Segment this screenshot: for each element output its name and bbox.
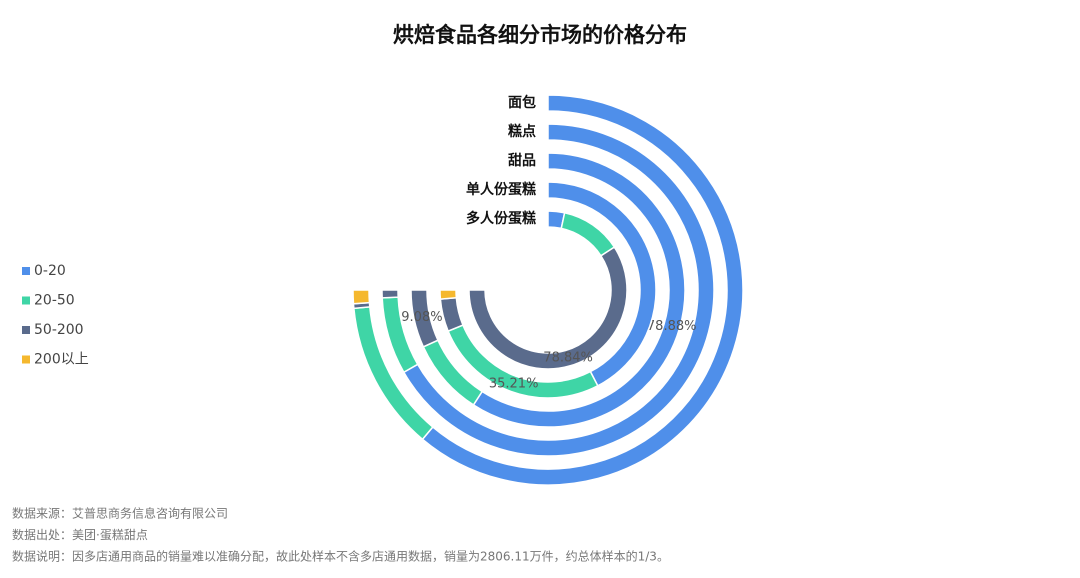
legend-swatch	[22, 296, 30, 305]
value-label: 9.08%	[401, 310, 442, 325]
footnote: 数据说明：因多店通用商品的销量难以准确分配，故此处样本不含多店通用数据，销量为2…	[12, 549, 669, 564]
ring-segment	[381, 289, 399, 299]
ring-segment	[439, 289, 458, 300]
category-label: 甜品	[508, 152, 536, 169]
value-label: 78.84%	[543, 351, 593, 366]
legend-label: 0-20	[34, 263, 66, 279]
category-label: 面包	[508, 94, 536, 111]
legend-swatch	[22, 355, 30, 364]
legend-label: 200以上	[34, 352, 89, 368]
legend-label: 20-50	[34, 293, 75, 309]
category-label: 糕点	[507, 123, 536, 140]
legend-swatch	[22, 326, 30, 334]
category-label: 多人份蛋糕	[466, 210, 536, 227]
ring-segment	[468, 246, 628, 370]
legend-swatch	[22, 267, 30, 275]
footnote: 数据出处：美团·蛋糕甜点	[12, 527, 148, 542]
chart-title: 烘焙食品各细分市场的价格分布	[393, 23, 687, 47]
value-label: 35.21%	[489, 376, 539, 391]
value-label: 78.88%	[647, 319, 697, 334]
legend-label: 50-200	[34, 322, 84, 338]
footnote: 数据来源：艾普思商务信息咨询有限公司	[12, 506, 228, 521]
ring-segment	[410, 289, 439, 348]
category-label: 单人份蛋糕	[466, 181, 536, 198]
ring-segment	[439, 296, 464, 333]
ring-segment	[352, 289, 371, 305]
